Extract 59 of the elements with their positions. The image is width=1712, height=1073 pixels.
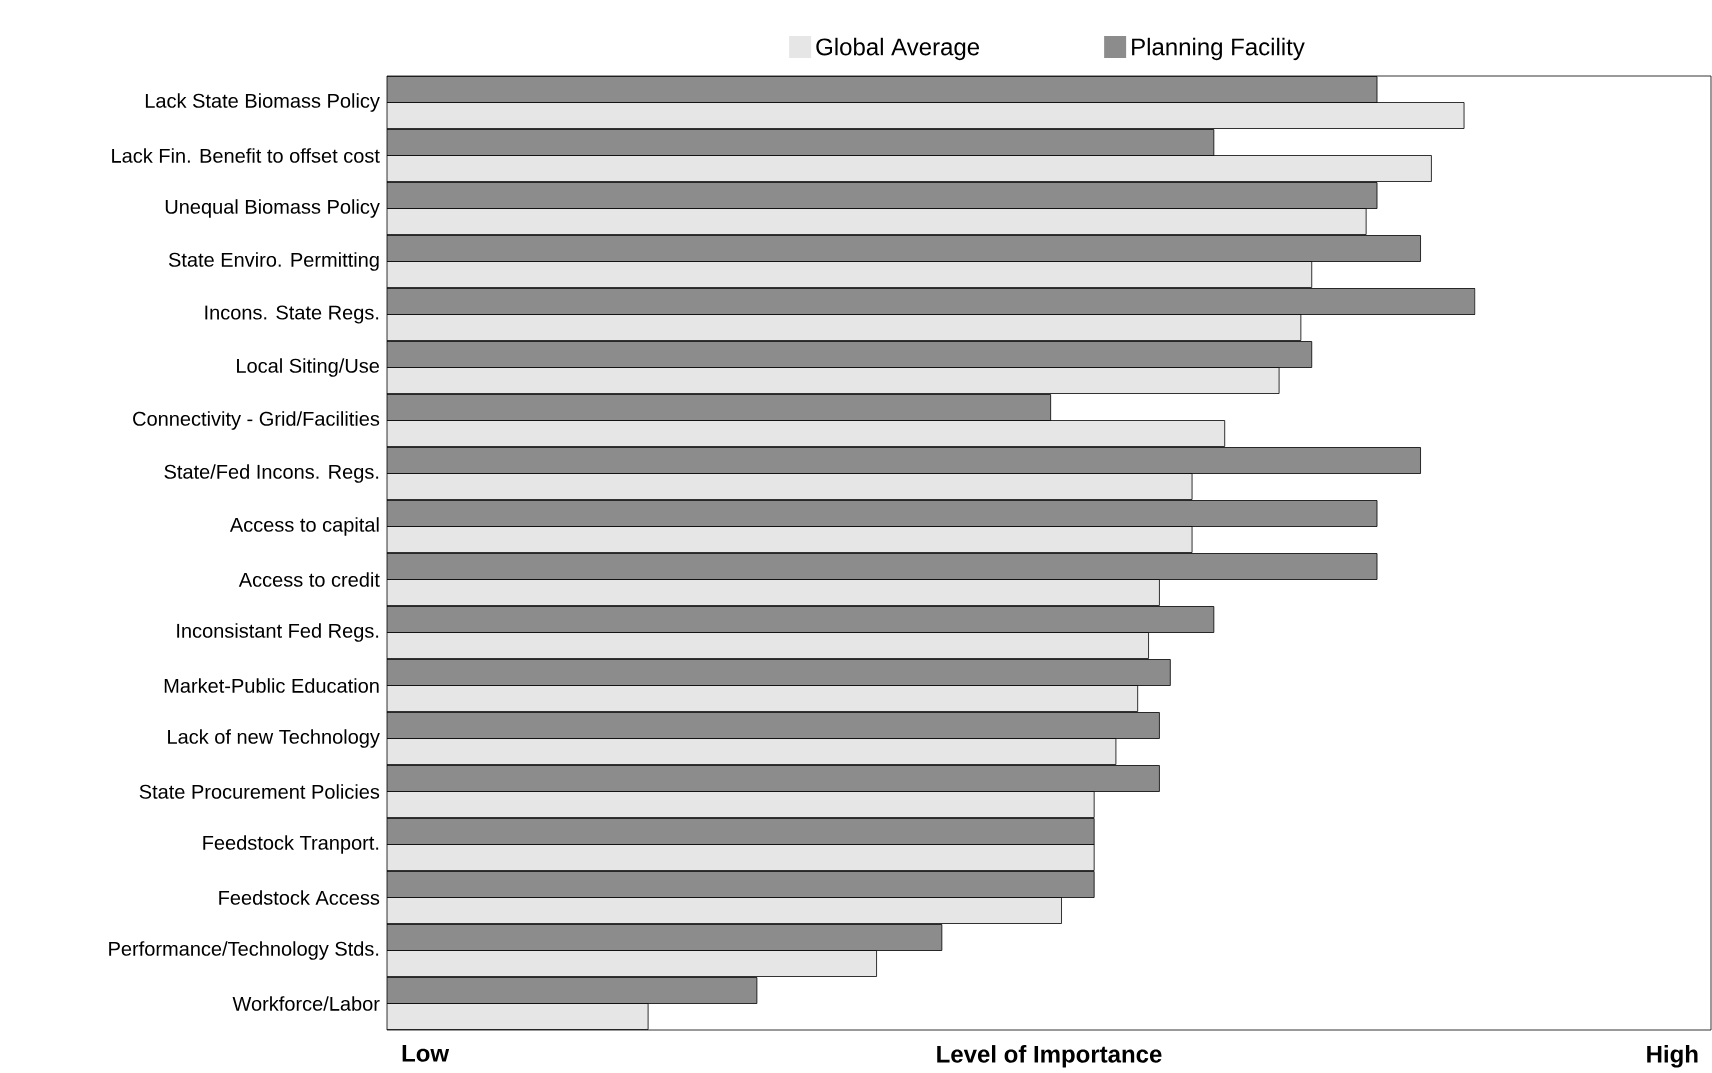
bar xyxy=(387,977,758,1004)
y-tick-label: Connectivity - Grid/Facilities xyxy=(133,411,380,430)
bar xyxy=(387,738,1117,765)
bar xyxy=(387,897,1062,924)
y-tick-label: Unequal Biomass Policy xyxy=(165,199,380,218)
bar xyxy=(387,871,1095,898)
y-tick-label: Lack State Biomass Policy xyxy=(145,93,380,112)
bar xyxy=(387,924,943,951)
bar xyxy=(387,818,1095,845)
y-tick-label: State Enviro. Permitting xyxy=(168,252,379,271)
bar xyxy=(387,235,1421,262)
y-tick-label: Local Siting/Use xyxy=(237,358,379,377)
bar xyxy=(387,526,1193,553)
bar xyxy=(387,632,1149,659)
y-tick-label: Access to credit xyxy=(238,572,380,587)
bar xyxy=(387,473,1193,500)
y-tick-label: Inconsistant Fed Regs. xyxy=(177,623,379,642)
bar xyxy=(387,950,877,977)
text: Low xyxy=(402,1045,450,1062)
y-tick-label: Feedstock Access xyxy=(219,890,380,905)
y-tick-label: Access to capital xyxy=(229,517,379,536)
y-tick-label: Market-Public Education xyxy=(164,678,379,693)
bar xyxy=(387,182,1378,209)
legend-label: Global Average xyxy=(816,37,980,61)
bar xyxy=(387,129,1215,156)
bar xyxy=(387,102,1465,129)
x-axis-title: Level of Importance xyxy=(937,1045,1162,1068)
bar xyxy=(387,341,1313,368)
text: High xyxy=(1647,1045,1698,1068)
bar xyxy=(387,791,1095,818)
bar xyxy=(387,76,1378,103)
bar xyxy=(387,208,1367,235)
y-tick-label: Performance/Technology Stds. xyxy=(109,941,379,960)
bar xyxy=(387,367,1280,394)
bar xyxy=(387,765,1160,792)
bar xyxy=(387,606,1215,633)
bar xyxy=(387,500,1378,527)
y-tick-label: Workforce/Labor xyxy=(232,996,380,1011)
y-tick-label: State Procurement Policies xyxy=(139,784,380,799)
bar xyxy=(387,420,1226,447)
bar xyxy=(387,685,1139,712)
bar xyxy=(387,844,1095,871)
bar xyxy=(387,1003,649,1030)
bar xyxy=(387,288,1476,315)
bar xyxy=(387,314,1302,341)
y-tick-label: State/Fed Incons. Regs. xyxy=(164,464,379,483)
bar xyxy=(387,261,1313,288)
y-tick-label: Lack of new Technology xyxy=(168,729,380,748)
legend-label: Planning Facility xyxy=(1132,37,1305,61)
bar xyxy=(387,579,1160,606)
bar xyxy=(387,394,1052,421)
bar xyxy=(387,659,1171,686)
bar xyxy=(387,712,1160,739)
bar xyxy=(387,447,1421,474)
y-tick-label: Incons. State Regs. xyxy=(205,305,379,324)
y-tick-label: Feedstock Tranport. xyxy=(203,835,379,854)
y-tick-label: Lack Fin. Benefit to offset cost xyxy=(112,148,380,163)
bar xyxy=(387,155,1432,182)
bar xyxy=(387,553,1378,580)
